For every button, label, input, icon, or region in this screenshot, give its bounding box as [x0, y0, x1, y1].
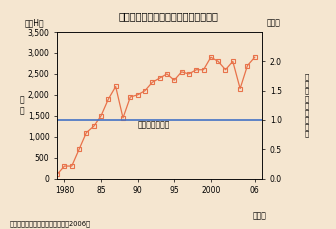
Text: 南極上空のオゾンホールの面積の推移: 南極上空のオゾンホールの面積の推移: [118, 11, 218, 22]
Text: 出典：気象庁『オゾン層観測報告2006』: 出典：気象庁『オゾン層観測報告2006』: [10, 220, 91, 227]
Text: 南極大陸の面積: 南極大陸の面積: [138, 120, 170, 130]
Text: （万H）: （万H）: [24, 19, 44, 28]
Text: （年）: （年）: [252, 211, 266, 220]
Text: 面
積: 面 積: [20, 96, 25, 115]
Text: （倍）: （倍）: [266, 19, 280, 28]
Text: 南
極
大
陸
と
の
面
積
比: 南 極 大 陸 と の 面 積 比: [305, 74, 309, 137]
